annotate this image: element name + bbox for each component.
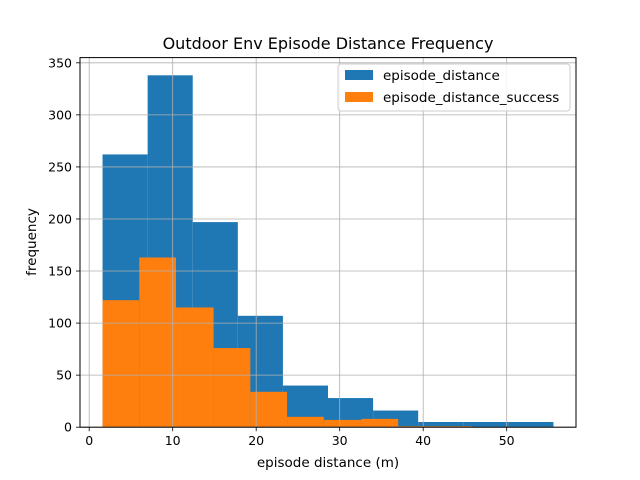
x-tick-label: 0 <box>85 433 93 448</box>
y-tick-label: 100 <box>48 316 72 331</box>
y-tick-label: 300 <box>48 107 72 122</box>
y-tick-label: 50 <box>56 368 72 383</box>
y-tick-label: 200 <box>48 211 72 226</box>
legend-label-episode-distance: episode_distance <box>383 68 500 84</box>
legend-label-episode-distance-success: episode_distance_success <box>383 90 559 106</box>
bar-episode-distance-success-5 <box>287 417 324 427</box>
x-tick-label: 40 <box>415 433 431 448</box>
x-tick-label: 20 <box>248 433 264 448</box>
legend-swatch-episode-distance-success <box>345 92 373 102</box>
y-tick-label: 150 <box>48 264 72 279</box>
bar-episode-distance-success-6 <box>324 420 362 427</box>
legend: episode_distance episode_distance_succes… <box>338 64 570 111</box>
x-tick-label: 50 <box>499 433 515 448</box>
bar-episode-distance-success-1 <box>139 258 176 428</box>
bar-episode-distance-9 <box>508 422 553 427</box>
bar-episode-distance-success-2 <box>176 307 214 427</box>
y-axis-label: frequency <box>24 208 40 276</box>
x-tick-label: 30 <box>332 433 348 448</box>
x-tick-label: 10 <box>165 433 181 448</box>
y-tick-label: 250 <box>48 159 72 174</box>
bar-episode-distance-success-3 <box>214 348 251 427</box>
x-axis-label: episode distance (m) <box>257 455 399 471</box>
chart-title: Outdoor Env Episode Distance Frequency <box>163 34 494 53</box>
bar-episode-distance-success-7 <box>361 419 398 427</box>
y-tick-label: 0 <box>64 420 72 435</box>
legend-swatch-episode-distance <box>345 70 373 80</box>
y-tick-label: 350 <box>48 55 72 70</box>
bar-episode-distance-success-0 <box>103 300 140 427</box>
